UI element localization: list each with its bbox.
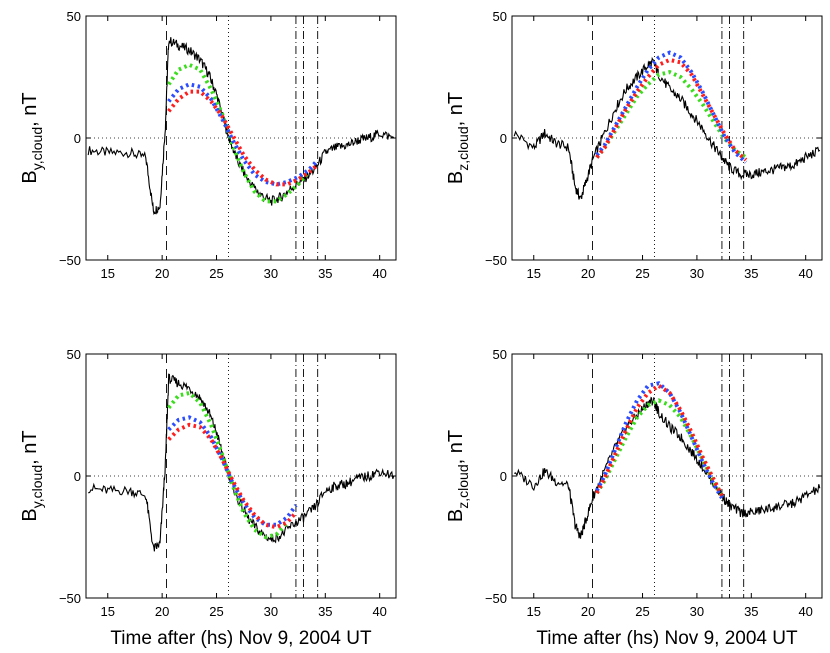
series-green xyxy=(167,62,309,204)
panel-data xyxy=(86,354,396,598)
y-axis-label-sep: , xyxy=(19,454,41,465)
x-tick-label: 20 xyxy=(581,266,595,281)
y-tick-label: 0 xyxy=(500,131,507,146)
y-tick-label: −50 xyxy=(485,591,507,606)
observed-trace xyxy=(514,396,821,539)
y-tick-label: −50 xyxy=(485,253,507,268)
series-blue xyxy=(167,415,298,527)
x-tick-label: 30 xyxy=(690,604,704,619)
plot-frame xyxy=(511,15,823,261)
series-green xyxy=(595,70,748,160)
x-axis-label: Time after (hs) Nov 9, 2004 UT xyxy=(110,628,372,649)
y-axis-label-sub: y,cloud xyxy=(29,465,45,508)
x-tick-label: 30 xyxy=(264,604,278,619)
x-tick-label: 25 xyxy=(209,604,223,619)
y-axis-label-unit: nT xyxy=(19,430,41,453)
panel-data xyxy=(512,354,822,598)
y-axis-label-sep: , xyxy=(445,115,467,126)
y-axis-label: Bz,cloud, nT xyxy=(445,430,471,522)
x-tick-label: 15 xyxy=(527,604,541,619)
x-tick-label: 20 xyxy=(155,266,169,281)
y-axis-label-main: B xyxy=(19,508,41,521)
y-tick-label: −50 xyxy=(59,591,81,606)
x-tick-label: 35 xyxy=(318,266,332,281)
y-tick-label: 50 xyxy=(493,347,507,362)
observed-trace xyxy=(88,373,395,552)
x-tick-label: 40 xyxy=(372,604,386,619)
x-tick-label: 35 xyxy=(318,604,332,619)
y-axis-label-main: B xyxy=(445,171,467,184)
y-axis-label: By,cloud, nT xyxy=(19,92,45,183)
y-axis-label: By,cloud, nT xyxy=(19,430,45,521)
x-tick-label: 25 xyxy=(209,266,223,281)
y-tick-label: 50 xyxy=(67,9,81,24)
x-tick-label: 40 xyxy=(798,604,812,619)
y-tick-label: 0 xyxy=(74,131,81,146)
panel-data xyxy=(86,16,396,260)
y-axis-label-sub: z,cloud xyxy=(455,126,471,170)
plot-frame xyxy=(85,15,397,261)
panel-3: 15 20 25 30 35 40 50 0 −50 By,cloud, nT Time after… xyxy=(19,347,397,649)
x-tick-label: 25 xyxy=(635,604,649,619)
y-axis-label-unit: nT xyxy=(19,92,41,115)
series-red xyxy=(595,57,748,162)
y-tick-label: 50 xyxy=(493,9,507,24)
panel-1: 15 20 25 30 35 40 50 0 −50 By,cloud, nT xyxy=(19,9,397,281)
panel-2: 15 20 25 30 35 40 50 0 −50 Bz,cloud, nT xyxy=(445,9,823,281)
y-axis-label-sub: y,cloud xyxy=(29,127,45,170)
observed-trace xyxy=(513,56,821,200)
x-tick-label: 20 xyxy=(581,604,595,619)
y-tick-label: 50 xyxy=(67,347,81,362)
y-axis-label-main: B xyxy=(445,509,467,522)
y-axis-label-unit: nT xyxy=(445,92,467,115)
series-blue xyxy=(595,50,748,164)
x-tick-label: 40 xyxy=(372,266,386,281)
x-tick-label: 20 xyxy=(155,604,169,619)
x-tick-label: 30 xyxy=(264,266,278,281)
x-axis-label: Time after (hs) Nov 9, 2004 UT xyxy=(536,628,798,649)
x-tick-label: 15 xyxy=(101,604,115,619)
observed-trace xyxy=(87,37,395,216)
x-tick-label: 40 xyxy=(798,266,812,281)
y-axis-label-sep: , xyxy=(19,116,41,127)
x-tick-label: 35 xyxy=(744,266,758,281)
y-axis-label: Bz,cloud, nT xyxy=(445,92,471,184)
series-red xyxy=(167,89,319,187)
plot-frame xyxy=(85,353,397,599)
y-axis-label-sep: , xyxy=(445,453,467,464)
series-red xyxy=(167,422,298,530)
y-axis-label-main: B xyxy=(19,170,41,183)
x-tick-label: 15 xyxy=(527,266,541,281)
y-tick-label: 0 xyxy=(74,469,81,484)
series-blue xyxy=(167,82,320,187)
panel-4: 15 20 25 30 35 40 50 0 −50 Bz,cloud, nT Time after… xyxy=(445,347,823,649)
series-green xyxy=(167,390,289,540)
x-tick-label: 25 xyxy=(635,266,649,281)
y-tick-label: 0 xyxy=(500,469,507,484)
x-tick-label: 30 xyxy=(690,266,704,281)
y-tick-label: −50 xyxy=(59,253,81,268)
x-tick-label: 15 xyxy=(101,266,115,281)
x-tick-label: 35 xyxy=(744,604,758,619)
y-axis-label-sub: z,cloud xyxy=(455,464,471,508)
y-axis-label-unit: nT xyxy=(445,430,467,453)
series-green xyxy=(595,398,724,497)
panel-data xyxy=(512,16,822,260)
